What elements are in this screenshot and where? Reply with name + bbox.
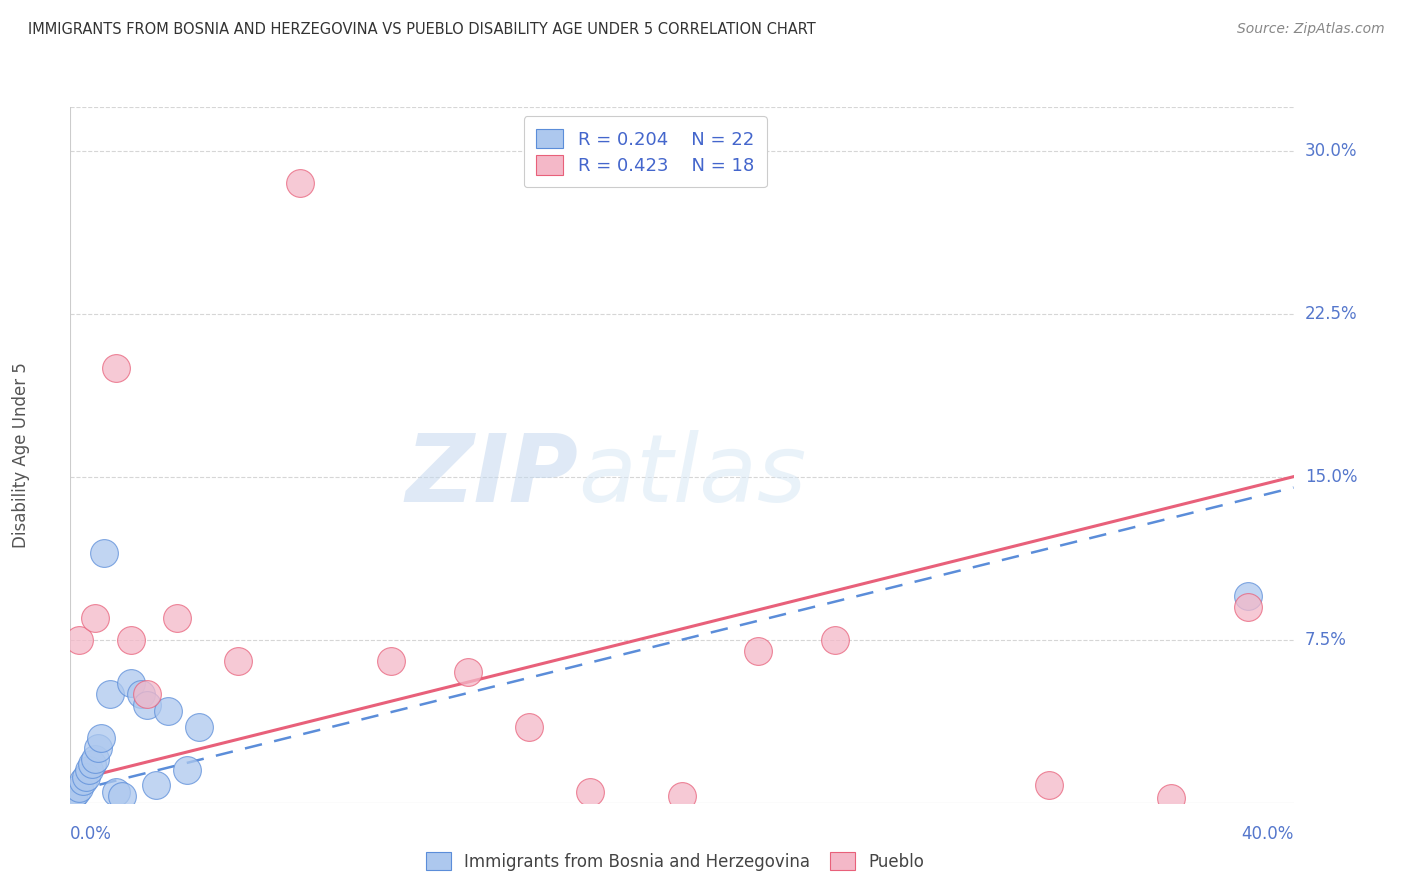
Point [65,785,87,799]
Point [90,731,112,745]
Point [121,632,143,647]
Text: Source: ZipAtlas.com: Source: ZipAtlas.com [1237,22,1385,37]
Point [80,756,103,771]
Point [1236,600,1258,615]
Point [75,770,97,784]
Text: 0.0%: 0.0% [70,825,112,843]
Point [747,643,769,657]
Text: 30.0%: 30.0% [1305,142,1357,160]
Point [579,785,602,799]
Point [176,763,198,777]
Point [77,763,100,777]
Text: Disability Age Under 5: Disability Age Under 5 [13,362,31,548]
Legend: Immigrants from Bosnia and Herzegovina, Pueblo: Immigrants from Bosnia and Herzegovina, … [418,844,932,880]
Text: 7.5%: 7.5% [1305,631,1347,648]
Point [157,705,180,719]
Text: 22.5%: 22.5% [1305,304,1357,323]
Point [83,611,105,625]
Point [1236,589,1258,603]
Point [72,774,94,789]
Point [98,687,121,701]
Point [111,789,134,804]
Point [166,611,188,625]
Text: atlas: atlas [578,430,806,521]
Point [135,687,157,701]
Point [671,789,693,804]
Point [83,752,105,766]
Point [93,546,115,560]
Point [135,698,157,712]
Point [1160,791,1182,805]
Point [69,780,91,795]
Text: IMMIGRANTS FROM BOSNIA AND HERZEGOVINA VS PUEBLO DISABILITY AGE UNDER 5 CORRELAT: IMMIGRANTS FROM BOSNIA AND HERZEGOVINA V… [28,22,815,37]
Point [145,778,167,792]
Point [129,687,152,701]
Point [69,632,91,647]
Point [288,176,311,190]
Point [457,665,479,680]
Point [517,720,540,734]
Point [380,655,402,669]
Point [228,655,250,669]
Point [105,360,128,375]
Point [62,789,84,804]
Point [824,632,846,647]
Point [187,720,209,734]
Point [87,741,110,756]
Point [121,676,143,690]
Text: 40.0%: 40.0% [1241,825,1294,843]
Legend: R = 0.204    N = 22, R = 0.423    N = 18: R = 0.204 N = 22, R = 0.423 N = 18 [523,116,766,187]
Point [105,785,128,799]
Text: 15.0%: 15.0% [1305,467,1357,485]
Text: ZIP: ZIP [405,430,578,522]
Point [1038,778,1060,792]
